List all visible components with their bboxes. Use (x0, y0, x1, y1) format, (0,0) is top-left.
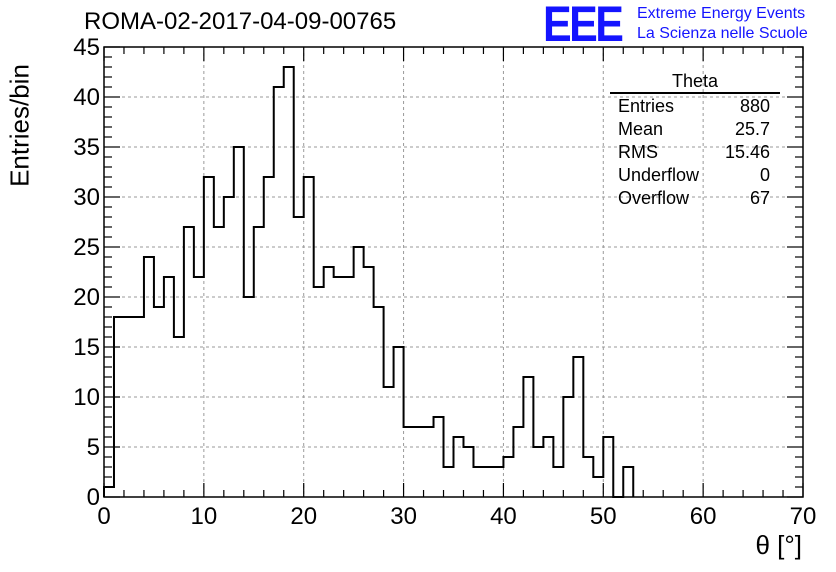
x-tick-label: 20 (290, 503, 317, 530)
y-tick-label: 5 (87, 434, 100, 461)
x-tick-label: 10 (191, 503, 218, 530)
histogram-series-line (103, 66, 635, 498)
y-tick-label: 20 (73, 284, 100, 311)
stats-row-entries: Entries 880 (610, 95, 780, 118)
stats-value: 15.46 (724, 142, 770, 162)
stats-row-underflow: Underflow 0 (610, 164, 780, 187)
y-tick-label: 30 (73, 184, 100, 211)
stats-value: 25.7 (734, 119, 770, 139)
x-tick-label: 50 (590, 503, 617, 530)
stats-label: Underflow (618, 165, 700, 185)
stats-value: 880 (739, 96, 770, 116)
logo-line-1: Extreme Energy Events (637, 5, 806, 22)
y-tick-label: 15 (73, 334, 100, 361)
stats-row-overflow: Overflow 67 (610, 187, 780, 210)
stats-value: 67 (749, 188, 770, 208)
stats-box: Theta Entries 880 Mean 25.7 RMS 15.46 Underflo… (610, 72, 780, 210)
y-tick-label: 45 (73, 34, 100, 61)
stats-label: Entries (618, 96, 675, 116)
stats-box-title: Theta (610, 72, 780, 94)
y-tick-label: 25 (73, 234, 100, 261)
stats-value: 0 (759, 165, 770, 185)
stats-label: RMS (618, 142, 658, 162)
eee-logo: EEE (543, 0, 624, 52)
y-tick-label: 35 (73, 134, 100, 161)
plot-frame (103, 46, 804, 498)
x-tick-label: 0 (97, 503, 110, 530)
stats-label: Overflow (618, 188, 690, 208)
x-tick-label: 60 (690, 503, 717, 530)
y-tick-label: 40 (73, 84, 100, 111)
stats-row-mean: Mean 25.7 (610, 118, 780, 141)
x-axis-label: θ [°] (755, 530, 802, 560)
stats-row-rms: RMS 15.46 (610, 141, 780, 164)
logo-line-2: La Scienza nelle Scuole (637, 25, 808, 42)
x-tick-label: 30 (390, 503, 417, 530)
stats-label: Mean (618, 119, 664, 139)
x-tick-label: 40 (490, 503, 517, 530)
y-tick-label: 10 (73, 384, 100, 411)
y-tick-label: 0 (87, 484, 100, 511)
chart-title: ROMA-02-2017-04-09-00765 (84, 8, 397, 35)
x-tick-label: 70 (790, 503, 817, 530)
